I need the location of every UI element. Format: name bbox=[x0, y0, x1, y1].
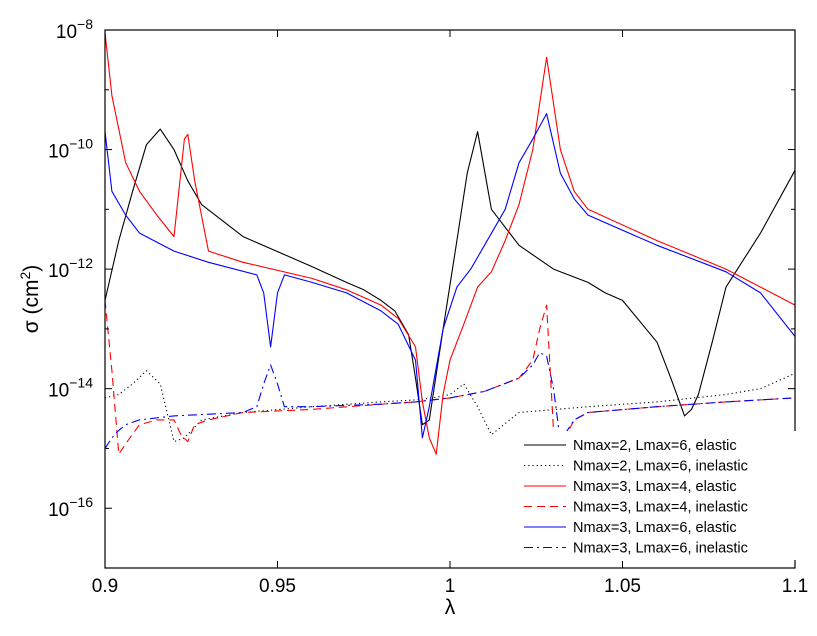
legend: Nmax=2, Lmax=6, elastic Nmax=2, Lmax=6, i… bbox=[516, 431, 798, 560]
x-tick-label: 1.1 bbox=[782, 576, 808, 597]
legend-label-5: Nmax=3, Lmax=6, elastic bbox=[573, 520, 737, 536]
x-tick-label: 1 bbox=[445, 576, 456, 597]
series-line-5 bbox=[105, 113, 795, 439]
y-tick-label: 10−10 bbox=[48, 136, 93, 163]
y-tick-label: 10−12 bbox=[48, 255, 93, 282]
x-tick-label: 1.05 bbox=[604, 576, 641, 597]
y-tick-label: 10−16 bbox=[48, 494, 93, 521]
legend-label-2: Nmax=2, Lmax=6, inelastic bbox=[573, 459, 748, 475]
x-tick-label: 0.9 bbox=[92, 576, 118, 597]
legend-box bbox=[516, 431, 798, 560]
y-axis-label: σ (cm2) bbox=[17, 265, 43, 334]
series-line-1 bbox=[105, 128, 795, 426]
y-tick-label: 10−14 bbox=[48, 375, 93, 402]
series-line-6 bbox=[105, 352, 795, 449]
series-line-3 bbox=[105, 32, 795, 455]
ticks-layer: 0.9 0.95 1 1.05 1.1 10−8 10−10 10−12 10−14 10−16 bbox=[48, 16, 808, 597]
legend-label-1: Nmax=2, Lmax=6, elastic bbox=[573, 438, 737, 454]
x-tick-label: 0.95 bbox=[259, 576, 296, 597]
series-layer bbox=[105, 32, 795, 463]
legend-label-3: Nmax=3, Lmax=4, elastic bbox=[573, 479, 737, 495]
legend-label-6: Nmax=3, Lmax=6, inelastic bbox=[573, 541, 748, 557]
series-line-2 bbox=[105, 370, 795, 443]
legend-label-4: Nmax=3, Lmax=4, inelastic bbox=[573, 500, 748, 516]
axis-labels-layer: λ σ (cm2) bbox=[17, 265, 456, 619]
x-axis-label: λ bbox=[445, 596, 456, 619]
y-tick-label: 10−8 bbox=[56, 16, 93, 43]
series-line-4 bbox=[105, 300, 795, 463]
